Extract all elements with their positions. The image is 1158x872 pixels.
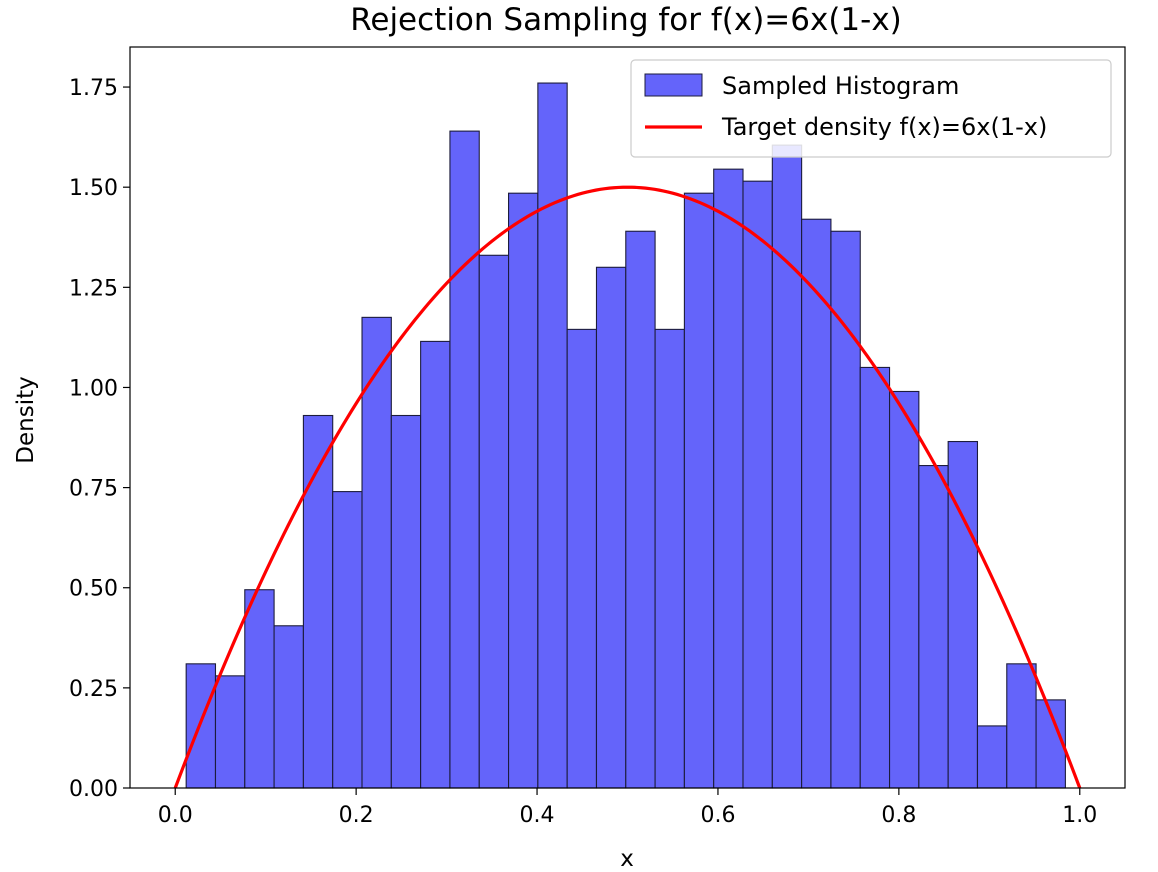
histogram-bar	[713, 168, 744, 789]
x-tick-label: 0.8	[881, 803, 916, 828]
histogram-bar	[537, 82, 568, 789]
axes-frame	[129, 46, 1126, 789]
histogram-bar	[888, 390, 920, 789]
histogram-bar	[683, 192, 715, 789]
y-tick-label: 0.25	[69, 677, 118, 702]
histogram-bar	[654, 328, 685, 789]
histogram-bar	[1006, 663, 1037, 789]
histogram-bar	[859, 366, 891, 789]
x-tick-label: 1.0	[1062, 803, 1097, 828]
x-tick-label: 0.2	[339, 803, 374, 828]
x-tick-label: 0.6	[700, 803, 735, 828]
histogram-bar	[947, 440, 979, 789]
y-tick-label: 1.50	[69, 176, 118, 201]
chart-title: Rejection Sampling for f(x)=6x(1-x)	[350, 2, 902, 38]
legend-box	[630, 59, 1112, 158]
histogram-bar	[420, 340, 451, 789]
legend-density-label: Target density f(x)=6x(1-x)	[721, 113, 1047, 141]
y-axis-ticks: 0.00 0.25 0.50 0.75 1.00 1.25 1.50 1.75	[69, 76, 130, 802]
y-tick-label: 0.50	[69, 577, 118, 602]
legend-histogram-swatch	[644, 73, 703, 97]
x-tick-label: 0.4	[520, 803, 555, 828]
histogram-bar	[449, 130, 480, 789]
legend-histogram-label: Sampled Histogram	[722, 72, 959, 100]
histogram-bar	[771, 144, 803, 789]
histogram-bar	[976, 725, 1008, 789]
histogram-bar	[332, 491, 363, 789]
histogram-bar	[742, 180, 773, 789]
y-tick-label: 1.75	[69, 76, 118, 101]
histogram-bar	[244, 589, 275, 789]
legend: Sampled Histogram Target density f(x)=6x…	[630, 59, 1112, 158]
histogram-bar	[478, 254, 510, 789]
histogram-bar	[390, 414, 422, 789]
y-tick-label: 0.00	[69, 777, 118, 802]
y-axis-label: Density	[13, 376, 39, 463]
histogram-bar	[801, 218, 832, 789]
x-axis-label: x	[620, 846, 634, 868]
histogram-bar	[508, 192, 539, 789]
y-tick-label: 1.25	[69, 276, 118, 301]
y-tick-label: 1.00	[69, 376, 118, 401]
histogram-bar	[595, 266, 627, 789]
x-axis-ticks: 0.0 0.2 0.4 0.6 0.8 1.0	[158, 788, 1097, 828]
histogram-bar	[625, 230, 656, 789]
histogram-bar	[273, 625, 304, 789]
target-density-line	[173, 185, 1082, 789]
histogram-bar	[566, 328, 598, 789]
x-tick-label: 0.0	[158, 803, 193, 828]
histogram-bar	[214, 675, 246, 789]
y-tick-label: 0.75	[69, 477, 118, 502]
histogram-bars	[185, 82, 1066, 789]
histogram-bar	[830, 230, 861, 789]
histogram-bar	[918, 465, 949, 789]
